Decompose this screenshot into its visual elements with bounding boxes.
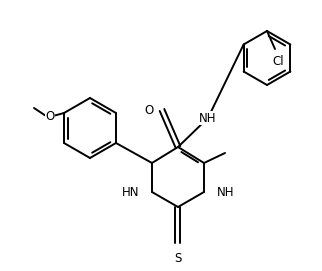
Text: S: S [174, 252, 182, 265]
Text: NH: NH [217, 186, 234, 198]
Text: NH: NH [199, 111, 217, 124]
Text: O: O [45, 109, 55, 122]
Text: Cl: Cl [272, 55, 284, 68]
Text: O: O [145, 104, 154, 117]
Text: HN: HN [121, 186, 139, 198]
